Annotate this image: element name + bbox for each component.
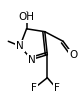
Text: O: O (69, 50, 77, 60)
Text: N: N (16, 41, 24, 51)
Text: F: F (54, 83, 59, 93)
Text: N: N (28, 55, 35, 65)
Text: F: F (31, 83, 37, 93)
Text: OH: OH (19, 12, 35, 22)
